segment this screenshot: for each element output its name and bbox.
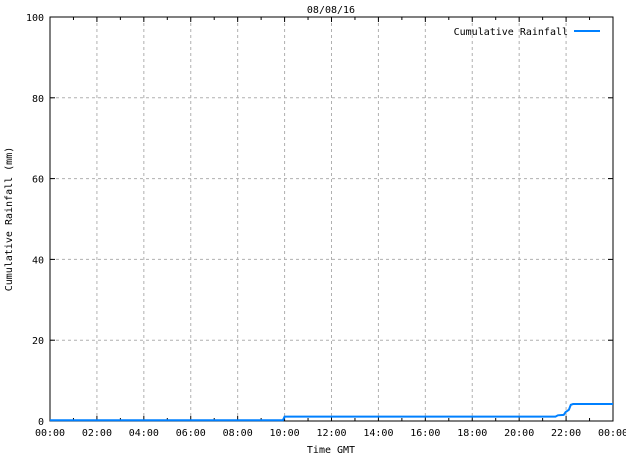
x-tick-label: 10:00	[270, 428, 300, 439]
x-tick-label: 20:00	[504, 428, 534, 439]
y-axis-label: Cumulative Rainfall (mm)	[4, 147, 15, 292]
x-axis-label: Time GMT	[307, 445, 355, 456]
x-tick-label: 18:00	[457, 428, 487, 439]
x-tick-label: 14:00	[363, 428, 393, 439]
y-tick-label: 0	[38, 417, 44, 428]
x-tick-label: 22:00	[551, 428, 581, 439]
grid-lines	[50, 17, 613, 421]
x-tick-label: 00:00	[35, 428, 65, 439]
y-tick-label: 60	[32, 175, 44, 186]
y-tick-label: 80	[32, 94, 44, 105]
y-tick-label: 20	[32, 336, 44, 347]
x-tick-label: 02:00	[82, 428, 112, 439]
x-tick-label: 06:00	[176, 428, 206, 439]
legend-label: Cumulative Rainfall	[454, 27, 568, 38]
x-tick-label: 00:00	[598, 428, 626, 439]
y-tick-label: 100	[26, 13, 44, 24]
x-tick-label: 16:00	[410, 428, 440, 439]
chart-title: 08/08/16	[307, 5, 355, 16]
series-line	[50, 403, 613, 422]
x-tick-label: 04:00	[129, 428, 159, 439]
y-tick-label: 40	[32, 255, 44, 266]
data-series	[50, 403, 613, 422]
x-tick-label: 08:00	[223, 428, 253, 439]
x-tick-label: 12:00	[316, 428, 346, 439]
axis-tick-labels: 00:00 02:00 04:00 06:00 08:00 10:00 12:00 14:00…	[26, 13, 626, 439]
